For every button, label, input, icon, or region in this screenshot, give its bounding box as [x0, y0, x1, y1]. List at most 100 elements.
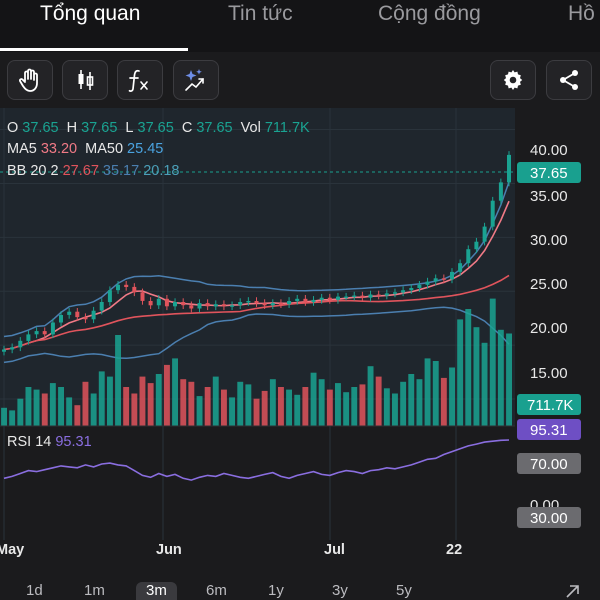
expand-icon[interactable] — [564, 584, 580, 600]
ma50-value: 25.45 — [127, 141, 164, 157]
volume-bar — [310, 372, 317, 426]
top-tab-bar: Tổng quan Tin tức Cộng đồng Hồ — [0, 0, 600, 52]
ma5-value: 33.20 — [40, 141, 78, 157]
candle-body — [42, 331, 47, 335]
candle-body — [417, 284, 422, 288]
volume-bar — [440, 377, 447, 426]
candle-body — [278, 303, 283, 305]
volume-bar — [180, 379, 187, 426]
volume-bar — [416, 379, 423, 426]
volume-bar — [375, 376, 382, 426]
volume-bar — [261, 390, 268, 426]
volume-bar — [278, 387, 284, 426]
candle-body — [2, 349, 6, 352]
candle-body — [189, 305, 194, 309]
hand-icon — [19, 68, 38, 92]
volume-bar — [457, 319, 464, 426]
hand-tool-button[interactable] — [7, 60, 53, 100]
rsi-value: 95.31 — [55, 434, 92, 450]
candle-body — [466, 249, 471, 264]
share-icon — [560, 70, 578, 90]
volume-bar — [115, 335, 121, 426]
rsi-label: RSI 14 — [7, 434, 52, 450]
rsi-path — [3, 439, 510, 481]
volume-bar — [147, 383, 154, 426]
chart-canvas[interactable]: 40.00 35.00 30.00 25.00 20.00 15.00 37.6… — [0, 108, 600, 540]
rsi-30-badge — [517, 507, 581, 528]
volume-bar — [302, 387, 309, 426]
tab-community[interactable]: Cộng đồng — [378, 2, 481, 25]
volume-bar — [139, 376, 146, 426]
range-1d[interactable]: 1d — [26, 582, 43, 599]
volume-bar — [221, 389, 227, 426]
tab-profile[interactable]: Hồ — [568, 2, 595, 25]
volume-bar — [367, 366, 374, 426]
volume-bar — [294, 394, 301, 426]
range-6m[interactable]: 6m — [206, 582, 227, 599]
candle-body — [10, 347, 15, 350]
rsi-value-badge — [517, 419, 581, 440]
volume-bar — [489, 298, 496, 426]
close-value: 37.65 — [196, 120, 233, 136]
candle-body — [474, 241, 479, 250]
volume-bar — [392, 393, 398, 426]
volume-bars — [1, 298, 512, 426]
volume-badge-text: 711.7K — [527, 397, 573, 414]
candle-body — [50, 322, 55, 335]
volume-bar — [204, 387, 211, 426]
candle-body — [360, 295, 365, 298]
volume-bar — [25, 387, 32, 426]
volume-bar — [408, 374, 415, 426]
ma-legend: MA5 33.20 MA50 25.45 — [7, 141, 167, 157]
volume-bar — [49, 383, 56, 426]
chart-toolbar — [0, 52, 600, 108]
volume-bar — [253, 398, 260, 426]
range-5y[interactable]: 5y — [396, 582, 412, 599]
price-tick: 35.00 — [530, 188, 568, 205]
range-3y[interactable]: 3y — [332, 582, 348, 599]
candle-body — [148, 301, 153, 306]
candle-body — [287, 301, 292, 305]
candle-body — [303, 298, 308, 302]
candle-body — [425, 281, 430, 285]
function-icon — [128, 69, 148, 92]
candle-body — [344, 296, 349, 299]
candle-body — [34, 331, 39, 335]
volume-bar — [481, 342, 488, 426]
volume-bar — [131, 393, 138, 426]
bb-lower-value: 20.18 — [143, 163, 180, 179]
volume-bar — [383, 388, 390, 426]
volume-bar — [335, 383, 341, 426]
candle-body — [295, 298, 300, 301]
time-axis: May Jun Jul 22 — [0, 540, 600, 570]
price-tick: 15.00 — [530, 365, 568, 382]
tab-overview[interactable]: Tổng quan — [40, 2, 141, 25]
range-1y[interactable]: 1y — [268, 582, 284, 599]
bb-label: BB 20 2 — [7, 163, 59, 179]
range-1m[interactable]: 1m — [84, 582, 105, 599]
rsi-pane-bg — [0, 426, 515, 540]
price-chart[interactable]: 40.00 35.00 30.00 25.00 20.00 15.00 37.6… — [0, 108, 600, 540]
bb-mid-value: 35.17 — [102, 163, 140, 179]
indicator-button[interactable] — [117, 60, 163, 100]
volume-bar — [400, 381, 407, 426]
tab-news[interactable]: Tin tức — [228, 2, 293, 25]
candle-body — [368, 294, 373, 298]
candle-type-button[interactable] — [62, 60, 108, 100]
volume-bar — [237, 381, 244, 426]
volume-bar — [432, 361, 439, 426]
candle-body — [197, 303, 202, 309]
candle-body — [246, 301, 251, 303]
volume-bar — [33, 389, 40, 426]
share-button[interactable] — [546, 60, 592, 100]
volume-bar — [286, 389, 292, 426]
volume-bar — [9, 410, 16, 426]
candle-body — [262, 303, 267, 306]
candle-body — [319, 297, 324, 300]
drawing-tool-button[interactable] — [173, 60, 219, 100]
x-label-may: May — [0, 542, 25, 558]
candlestick-icon — [78, 70, 94, 90]
candle-body — [401, 290, 406, 293]
settings-button[interactable] — [490, 60, 536, 100]
range-3m[interactable]: 3m — [136, 582, 177, 600]
